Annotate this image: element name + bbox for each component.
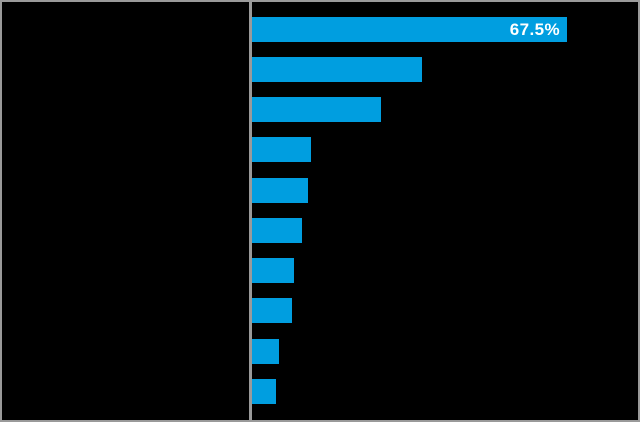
bar	[252, 137, 311, 162]
bar	[252, 298, 292, 323]
bar	[252, 218, 302, 243]
bar	[252, 178, 308, 203]
bar	[252, 258, 294, 283]
bar	[252, 339, 279, 364]
bar	[252, 379, 276, 404]
bar-value-label: 67.5%	[509, 20, 560, 39]
bar	[252, 57, 422, 82]
bar: 67.5%	[252, 17, 567, 42]
y-axis-line	[249, 2, 252, 420]
bar	[252, 97, 381, 122]
